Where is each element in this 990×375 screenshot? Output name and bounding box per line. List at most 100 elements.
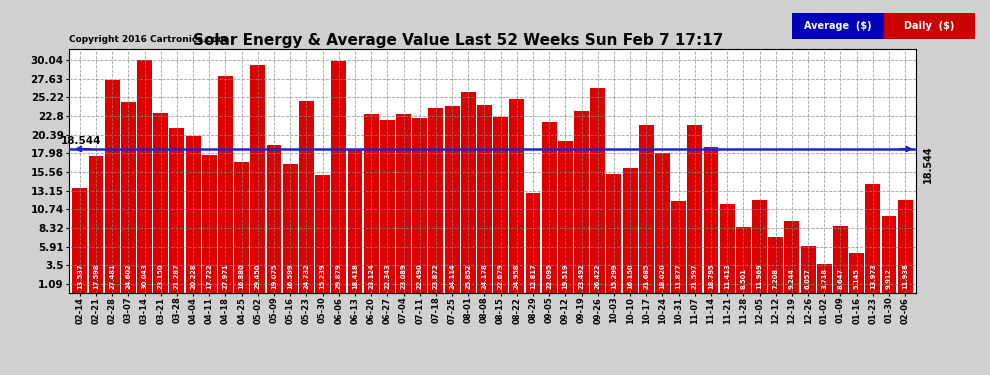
Text: 11.938: 11.938 — [902, 263, 908, 289]
Text: 24.114: 24.114 — [449, 263, 455, 289]
Text: 18.418: 18.418 — [352, 263, 358, 289]
Text: 24.178: 24.178 — [481, 263, 487, 289]
Text: 16.880: 16.880 — [239, 263, 245, 289]
Bar — [833, 226, 848, 292]
Bar — [865, 184, 880, 292]
Text: 15.299: 15.299 — [611, 263, 617, 289]
Bar — [250, 64, 265, 292]
Bar — [736, 227, 750, 292]
Text: 25.852: 25.852 — [465, 263, 471, 289]
Bar — [315, 175, 330, 292]
Text: 18.544: 18.544 — [60, 136, 101, 146]
Bar — [186, 136, 201, 292]
Bar — [590, 88, 605, 292]
Text: 30.043: 30.043 — [142, 263, 148, 289]
Text: 3.718: 3.718 — [822, 268, 828, 289]
Text: 5.145: 5.145 — [853, 268, 859, 289]
Text: 19.519: 19.519 — [562, 263, 568, 289]
Text: 23.150: 23.150 — [157, 263, 163, 289]
Bar — [105, 80, 120, 292]
Text: 13.973: 13.973 — [870, 263, 876, 289]
Bar — [332, 61, 346, 292]
Text: 24.602: 24.602 — [126, 263, 132, 289]
Bar — [768, 237, 783, 292]
Bar — [792, 13, 884, 39]
Bar — [882, 216, 897, 292]
Text: 11.877: 11.877 — [675, 263, 682, 289]
Text: 7.208: 7.208 — [773, 268, 779, 289]
Bar — [283, 164, 298, 292]
Text: 8.647: 8.647 — [838, 268, 843, 289]
Text: 6.057: 6.057 — [805, 268, 811, 289]
Bar — [380, 120, 395, 292]
Bar — [235, 162, 249, 292]
Text: 21.685: 21.685 — [644, 263, 649, 289]
Bar — [687, 125, 702, 292]
Bar — [121, 102, 136, 292]
Text: 29.879: 29.879 — [336, 263, 342, 289]
Bar — [671, 201, 686, 292]
Bar — [542, 122, 556, 292]
Bar — [752, 200, 767, 292]
Bar — [493, 117, 508, 292]
Text: 18.795: 18.795 — [708, 263, 714, 289]
Bar — [266, 145, 281, 292]
Text: Daily  ($): Daily ($) — [904, 21, 954, 31]
Text: 11.969: 11.969 — [756, 263, 762, 289]
Bar — [347, 150, 362, 292]
Text: 16.150: 16.150 — [627, 263, 633, 289]
Bar — [363, 114, 378, 292]
Text: 11.413: 11.413 — [725, 263, 731, 289]
Text: 27.481: 27.481 — [109, 263, 115, 289]
Bar — [445, 106, 459, 292]
Bar — [153, 113, 168, 292]
Text: 23.872: 23.872 — [433, 263, 439, 289]
Text: 13.537: 13.537 — [77, 263, 83, 289]
Text: 16.599: 16.599 — [287, 263, 293, 289]
Bar — [88, 156, 103, 292]
Text: 18.020: 18.020 — [659, 263, 665, 289]
Bar — [655, 153, 670, 292]
Text: 27.971: 27.971 — [223, 263, 229, 289]
Text: 19.075: 19.075 — [271, 263, 277, 289]
Bar — [849, 253, 864, 292]
Text: 23.089: 23.089 — [401, 263, 407, 289]
Bar — [898, 200, 913, 292]
Title: Solar Energy & Average Value Last 52 Weeks Sun Feb 7 17:17: Solar Energy & Average Value Last 52 Wee… — [193, 33, 724, 48]
Text: 24.732: 24.732 — [303, 263, 310, 289]
Text: 24.958: 24.958 — [514, 263, 520, 289]
Text: 22.095: 22.095 — [546, 263, 552, 289]
Bar — [396, 114, 411, 292]
Bar — [801, 246, 816, 292]
Text: 22.343: 22.343 — [384, 263, 390, 289]
Text: 22.679: 22.679 — [498, 263, 504, 289]
Text: 8.501: 8.501 — [741, 268, 746, 289]
Bar — [607, 174, 622, 292]
Bar — [202, 155, 217, 292]
Bar — [169, 128, 184, 292]
Text: 17.722: 17.722 — [206, 263, 212, 289]
Text: Average  ($): Average ($) — [804, 21, 871, 31]
Bar — [574, 111, 589, 292]
Text: 22.490: 22.490 — [417, 263, 423, 289]
Text: 23.492: 23.492 — [578, 263, 584, 289]
Bar — [510, 99, 525, 292]
Text: 29.450: 29.450 — [254, 263, 260, 289]
Bar — [299, 101, 314, 292]
Text: 15.239: 15.239 — [320, 263, 326, 289]
Text: 21.597: 21.597 — [692, 263, 698, 289]
Bar — [412, 118, 427, 292]
Text: 9.244: 9.244 — [789, 268, 795, 289]
Bar — [704, 147, 719, 292]
Bar — [477, 105, 492, 292]
Bar — [884, 13, 975, 39]
Bar — [526, 194, 541, 292]
Text: 9.912: 9.912 — [886, 268, 892, 289]
Bar — [817, 264, 832, 292]
Bar — [558, 141, 573, 292]
Bar — [72, 188, 87, 292]
Text: 21.287: 21.287 — [174, 263, 180, 289]
Bar — [429, 108, 444, 292]
Bar — [784, 221, 799, 292]
Text: 12.817: 12.817 — [530, 263, 536, 289]
